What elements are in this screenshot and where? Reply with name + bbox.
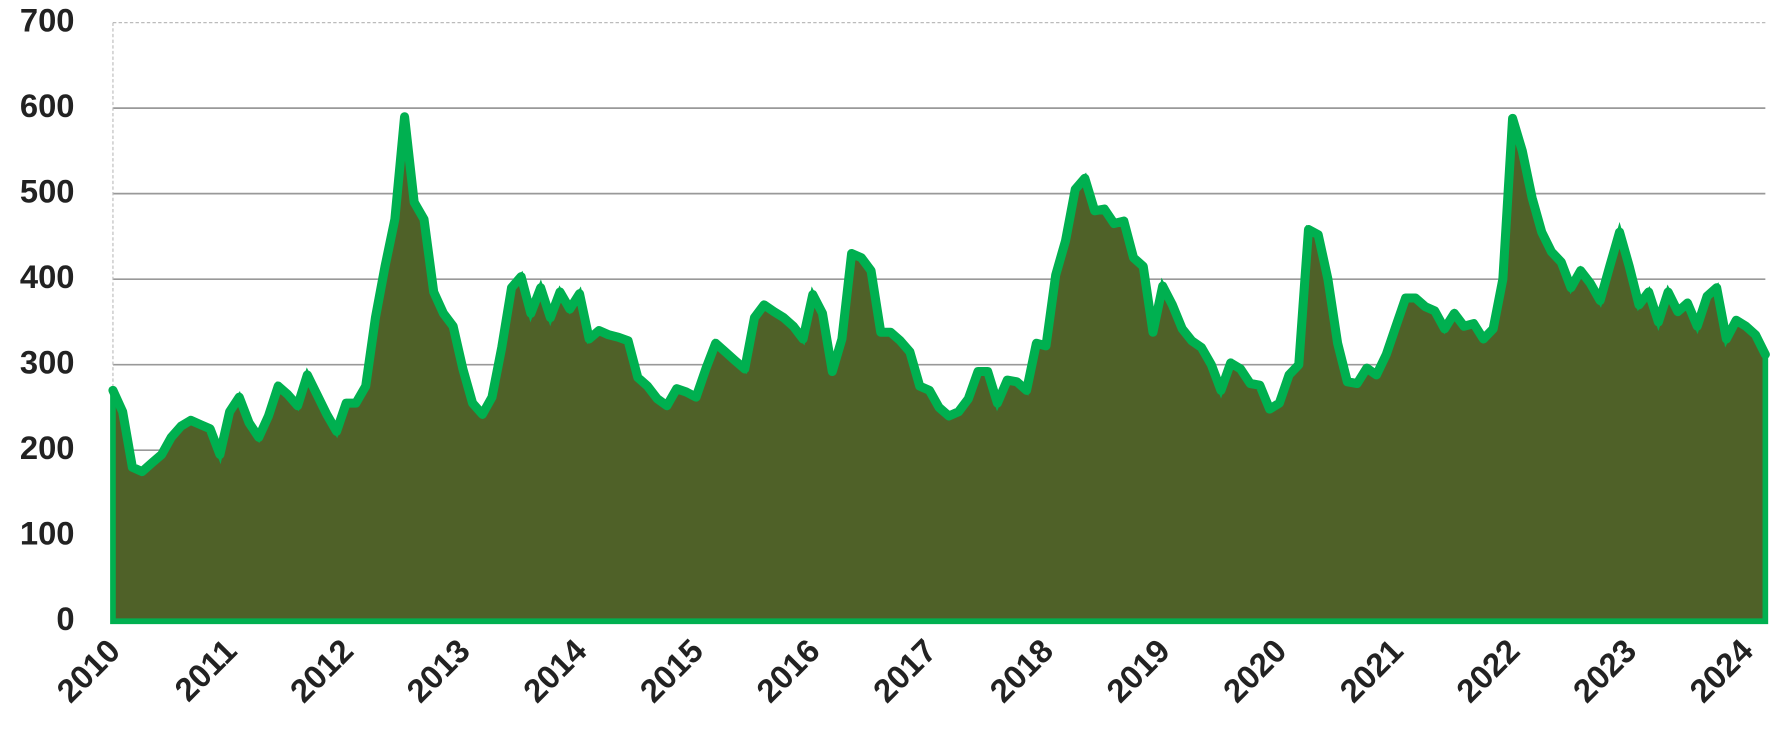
y-tick-label: 600 xyxy=(20,87,75,124)
x-tick-label: 2024 xyxy=(1682,631,1760,709)
y-tick-label: 300 xyxy=(20,343,75,380)
x-tick-label: 2014 xyxy=(516,631,594,709)
y-tick-label: 400 xyxy=(20,258,75,295)
y-tick-label: 0 xyxy=(56,600,74,637)
x-tick-label: 2010 xyxy=(49,632,127,710)
area xyxy=(110,116,1769,625)
x-tick-label: 2020 xyxy=(1216,632,1294,710)
y-tick-label: 100 xyxy=(20,514,75,551)
y-tick-label: 200 xyxy=(20,429,75,466)
x-tick-label: 2018 xyxy=(982,632,1060,710)
x-tick-label: 2017 xyxy=(866,632,944,710)
line xyxy=(108,112,1770,477)
x-tick-label: 2022 xyxy=(1449,632,1527,710)
x-tick-label: 2012 xyxy=(283,632,361,710)
x-tick-label: 2023 xyxy=(1566,632,1644,710)
y-tick-label: 500 xyxy=(20,172,75,209)
y-tick-label: 700 xyxy=(20,1,75,38)
x-tick-label: 2015 xyxy=(632,632,710,710)
x-tick-label: 2021 xyxy=(1332,632,1410,710)
x-tick-label: 2019 xyxy=(1099,632,1177,710)
x-tick-label: 2016 xyxy=(749,632,827,710)
x-tick-label: 2011 xyxy=(167,632,243,708)
x-tick-label: 2013 xyxy=(399,632,477,710)
